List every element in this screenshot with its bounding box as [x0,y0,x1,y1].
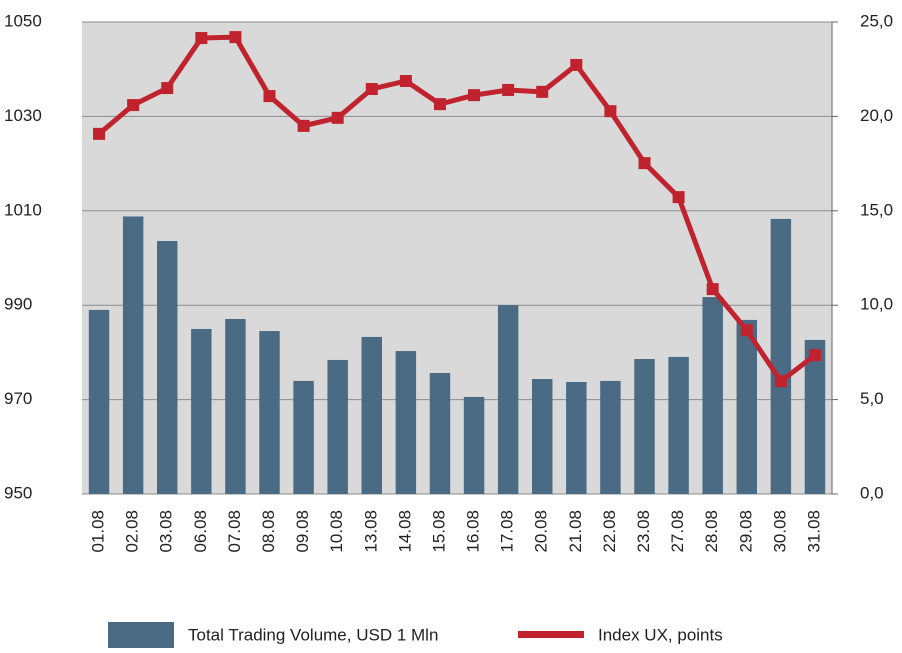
line-marker [127,99,140,112]
y-tick-label: 950 [4,483,32,502]
x-tick-label: 10.08 [327,510,346,553]
bar [395,351,417,494]
bar [634,359,655,494]
line-marker [536,85,549,98]
line-marker [195,32,208,45]
y2-tick-label: 25,0 [860,11,893,30]
x-tick-label: 13.08 [361,510,380,553]
legend-swatch [108,622,174,648]
line-marker [672,191,685,204]
y-tick-label: 1030 [4,106,42,125]
x-tick-label: 14.08 [395,510,414,553]
y-tick-label: 990 [4,295,32,314]
y2-tick-label: 0,0 [860,483,884,502]
x-tick-label: 21.08 [566,510,585,553]
bar [259,331,280,494]
line-marker [740,324,753,337]
x-tick-label: 02.08 [123,510,142,553]
line-marker [706,283,719,296]
bar [122,216,144,495]
bar [702,297,723,494]
y-tick-label: 1010 [4,200,42,219]
line-marker [93,127,106,140]
y2-tick-label: 20,0 [860,106,893,125]
y-tick-label: 1050 [4,11,42,30]
x-tick-label: 27.08 [668,510,687,553]
line-marker [808,349,821,362]
line-marker [331,111,344,124]
bar [463,396,485,494]
line-marker [433,98,446,111]
x-tick-label: 28.08 [702,510,721,553]
x-tick-label: 16.08 [464,510,483,553]
bar [600,380,621,494]
bar [497,305,519,494]
x-tick-label: 15.08 [429,510,448,553]
x-tick-label: 23.08 [634,510,653,553]
y2-tick-label: 5,0 [860,389,884,408]
bar [327,359,348,494]
x-tick-label: 08.08 [259,510,278,553]
bar [361,336,382,494]
x-tick-label: 29.08 [736,510,755,553]
bar [668,356,689,494]
line-marker [399,75,412,87]
legend-swatch [518,631,584,638]
bar [770,218,792,494]
bar [804,339,826,494]
line-marker [774,375,787,388]
bar [191,328,212,494]
line-marker [229,31,242,44]
line-marker [468,89,481,102]
line-marker [297,119,310,132]
line-marker [263,90,276,103]
legend-label: Total Trading Volume, USD 1 Mln [188,625,438,644]
line-marker [570,58,583,71]
bar [225,318,246,494]
x-tick-label: 20.08 [532,510,551,553]
bar [566,382,587,494]
line-marker [638,157,651,170]
legend-label: Index UX, points [598,625,723,644]
x-tick-label: 17.08 [498,510,517,553]
line-marker [502,83,515,96]
x-tick-label: 31.08 [804,510,823,553]
x-tick-label: 09.08 [293,510,312,553]
bar [736,319,757,494]
bar [429,372,451,494]
bar [532,379,553,494]
y-tick-label: 970 [4,389,32,408]
y2-tick-label: 15,0 [860,200,893,219]
x-tick-label: 03.08 [157,510,176,553]
line [97,34,817,384]
x-tick-label: 01.08 [89,510,108,553]
bar [293,380,314,494]
line-marker [604,105,617,118]
y2-tick-label: 10,0 [860,295,893,314]
x-tick-label: 07.08 [225,510,244,553]
line-marker [161,82,174,95]
x-tick-label: 06.08 [191,510,210,553]
x-tick-label: 22.08 [600,510,619,553]
bar [157,241,178,494]
bar [88,309,110,494]
line-marker [365,83,378,96]
x-tick-label: 30.08 [770,510,789,553]
